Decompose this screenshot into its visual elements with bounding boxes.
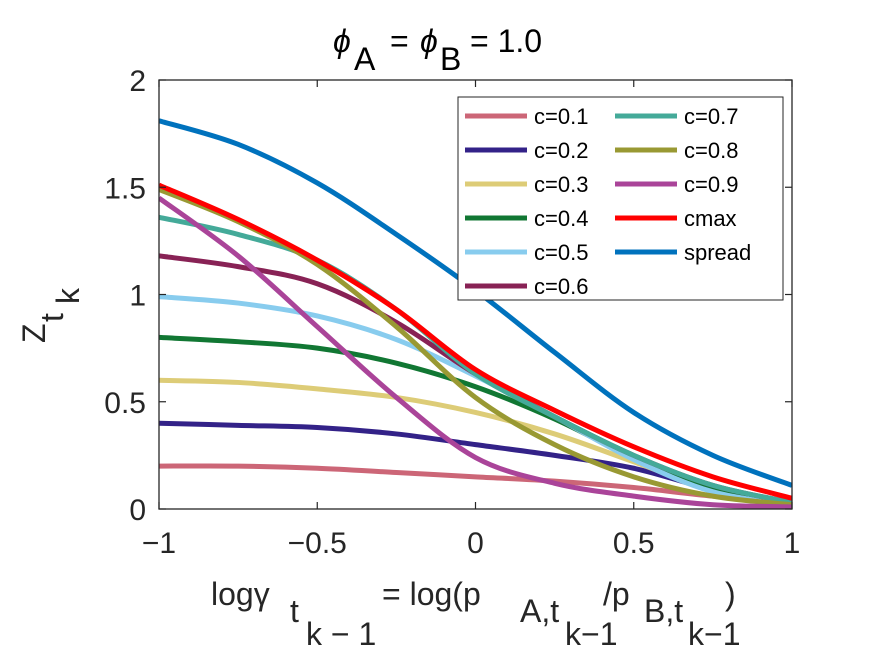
xlabel-part1: logγ <box>211 576 270 612</box>
series-line-c-0-9 <box>159 195 792 509</box>
title-value: = 1.0 <box>470 23 542 59</box>
legend-label: c=0.6 <box>534 274 588 299</box>
y-tick-label: 2 <box>129 65 146 98</box>
title-phi-b: ϕ <box>420 23 438 59</box>
legend-label: c=0.5 <box>534 240 588 265</box>
xlabel-part3: /p <box>603 576 630 612</box>
legend-label: c=0.4 <box>534 206 588 231</box>
legend-label: spread <box>684 240 751 265</box>
y-tick-label: 0.5 <box>104 387 146 420</box>
x-tick-labels: −1 −0.5 0 0.5 1 <box>142 527 800 560</box>
ylabel-main: Z <box>16 323 52 343</box>
title-eq: = <box>390 23 409 59</box>
x-tick-label: 0 <box>467 527 484 560</box>
legend-item: c=0.4 <box>465 206 588 231</box>
x-axis-label: logγ t k − 1 = log(p A,t k−1 /p B,t k−1 … <box>211 576 740 652</box>
legend-label: c=0.7 <box>684 104 738 129</box>
series-line-cmax <box>159 182 792 501</box>
xlabel-subsub1: k − 1 <box>306 616 376 652</box>
xlabel-part2: = log(p <box>382 576 481 612</box>
xlabel-subsub3: k−1 <box>688 616 740 652</box>
legend-label: cmax <box>684 206 737 231</box>
legend-item: spread <box>615 240 751 265</box>
xlabel-sub3: B,t <box>644 593 683 629</box>
ticks <box>158 79 793 510</box>
legend-label: c=0.3 <box>534 172 588 197</box>
x-tick-label: −0.5 <box>288 527 347 560</box>
y-tick-labels: 0 0.5 1 1.5 2 <box>104 65 146 527</box>
title-sub-b: B <box>440 41 461 77</box>
ylabel-subsub: k <box>50 287 86 304</box>
y-tick-label: 1 <box>129 280 146 313</box>
legend-item: c=0.1 <box>465 104 588 129</box>
legend-item: c=0.7 <box>615 104 738 129</box>
series-line-c-0-7 <box>159 214 792 506</box>
y-tick-label: 1.5 <box>104 172 146 205</box>
xlabel-sub2: A,t <box>520 593 559 629</box>
y-tick-label: 0 <box>129 494 146 527</box>
title-sub-a: A <box>354 41 376 77</box>
chart-title: ϕ A = ϕ B = 1.0 <box>333 23 542 77</box>
legend-item: c=0.5 <box>465 240 588 265</box>
legend-item: c=0.2 <box>465 138 588 163</box>
legend-item: cmax <box>615 206 737 231</box>
legend-item: c=0.6 <box>465 274 588 299</box>
xlabel-sub1: t <box>290 593 299 629</box>
x-tick-label: 0.5 <box>613 527 655 560</box>
legend-label: c=0.1 <box>534 104 588 129</box>
legend: c=0.1 c=0.2 c=0.3 c=0.4 c=0.5 c=0.6 c=0.7 c=0.8… <box>457 96 784 301</box>
x-tick-label: 1 <box>784 527 801 560</box>
legend-label: c=0.9 <box>684 172 738 197</box>
x-tick-label: −1 <box>142 527 176 560</box>
legend-item: c=0.8 <box>615 138 738 163</box>
legend-label: c=0.2 <box>534 138 588 163</box>
xlabel-part4: ) <box>725 576 736 612</box>
legend-label: c=0.8 <box>684 138 738 163</box>
title-phi-a: ϕ <box>333 23 351 59</box>
legend-item: c=0.9 <box>615 172 738 197</box>
xlabel-subsub2: k−1 <box>565 616 617 652</box>
y-axis-label: Z t k <box>16 287 86 343</box>
legend-item: c=0.3 <box>465 172 588 197</box>
legend-box <box>457 96 784 301</box>
ylabel-sub: t <box>34 313 70 322</box>
